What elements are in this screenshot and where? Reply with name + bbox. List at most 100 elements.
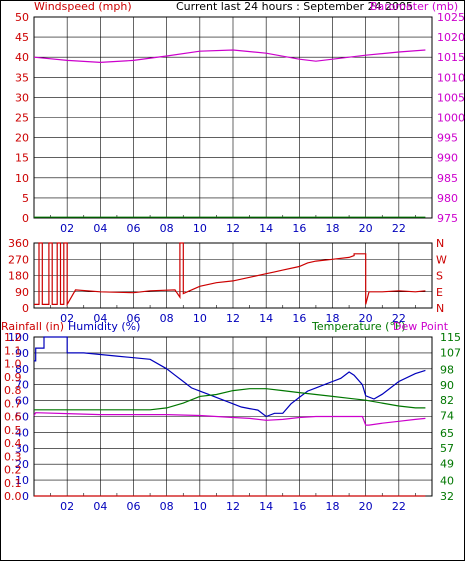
y-left-tick-label: 180 bbox=[8, 270, 29, 283]
x-tick-label: 06 bbox=[127, 222, 141, 235]
dewpoint-label: Dew Point bbox=[393, 320, 449, 333]
x-tick-label: 18 bbox=[326, 500, 340, 513]
x-tick-label: 12 bbox=[226, 222, 240, 235]
y-temperature-tick-label: 57 bbox=[440, 442, 454, 455]
series-line-temperature-f- bbox=[34, 388, 426, 411]
x-tick-label: 04 bbox=[93, 500, 107, 513]
y-left-tick-label: 15 bbox=[15, 152, 29, 165]
x-tick-label: 20 bbox=[359, 500, 373, 513]
y-right-tick-label: 995 bbox=[437, 132, 458, 145]
x-tick-label: 10 bbox=[193, 222, 207, 235]
barometer-label: Barometer (mb) bbox=[370, 0, 458, 13]
y-temperature-tick-label: 32 bbox=[440, 490, 454, 503]
y-temperature-tick-label: 49 bbox=[440, 457, 454, 470]
y-right-tick-label: 1005 bbox=[437, 91, 465, 104]
y-humidity-tick-label: 70 bbox=[15, 379, 29, 392]
y-temperature-tick-label: 98 bbox=[440, 364, 454, 377]
compass-label: N bbox=[436, 302, 444, 315]
y-temperature-tick-label: 90 bbox=[440, 379, 454, 392]
y-rainfall-tick-label: 0.5 bbox=[4, 424, 22, 437]
y-left-tick-label: 10 bbox=[15, 172, 29, 185]
y-left-tick-label: 20 bbox=[15, 132, 29, 145]
y-temperature-tick-label: 115 bbox=[440, 331, 461, 344]
y-humidity-tick-label: 40 bbox=[15, 426, 29, 439]
windspeed-label: Windspeed (mph) bbox=[34, 0, 132, 13]
x-tick-label: 02 bbox=[60, 312, 74, 325]
y-rainfall-tick-label: 0.0 bbox=[4, 490, 22, 503]
y-right-tick-label: 980 bbox=[437, 192, 458, 205]
y-left-tick-label: 270 bbox=[8, 253, 29, 266]
humidity-label: Humidity (%) bbox=[68, 320, 140, 333]
y-rainfall-tick-label: 0.4 bbox=[4, 437, 22, 450]
y-rainfall-tick-label: 0.7 bbox=[4, 397, 22, 410]
x-tick-label: 22 bbox=[392, 312, 406, 325]
y-left-tick-label: 90 bbox=[15, 286, 29, 299]
temperature-label: Temperature (°F) bbox=[311, 320, 406, 333]
y-right-tick-label: 1025 bbox=[437, 11, 465, 24]
x-tick-label: 02 bbox=[60, 500, 74, 513]
y-right-tick-label: 975 bbox=[437, 212, 458, 225]
y-humidity-tick-label: 90 bbox=[15, 347, 29, 360]
series-line-humidity- bbox=[34, 336, 426, 418]
x-tick-label: 18 bbox=[326, 312, 340, 325]
x-tick-label: 20 bbox=[359, 312, 373, 325]
y-right-tick-label: 1010 bbox=[437, 71, 465, 84]
compass-label: W bbox=[436, 253, 447, 266]
y-temperature-tick-label: 82 bbox=[440, 394, 454, 407]
x-tick-label: 16 bbox=[292, 312, 306, 325]
x-tick-label: 20 bbox=[359, 222, 373, 235]
y-humidity-tick-label: 100 bbox=[8, 331, 29, 344]
x-tick-label: 10 bbox=[193, 312, 207, 325]
x-tick-label: 12 bbox=[226, 500, 240, 513]
y-left-tick-label: 40 bbox=[15, 51, 29, 64]
compass-label: E bbox=[436, 286, 443, 299]
y-right-tick-label: 1000 bbox=[437, 112, 465, 125]
y-humidity-tick-label: 60 bbox=[15, 395, 29, 408]
wind-direction-line bbox=[34, 242, 426, 307]
x-tick-label: 16 bbox=[292, 500, 306, 513]
y-left-tick-label: 45 bbox=[15, 31, 29, 44]
wind-barometer-chart: 02 04 06 08 10 12 14 16 18 20 22051015202530354045… bbox=[15, 11, 465, 235]
x-tick-label: 08 bbox=[160, 500, 174, 513]
compass-label: S bbox=[436, 270, 443, 283]
x-tick-label: 14 bbox=[259, 500, 273, 513]
y-temperature-tick-label: 74 bbox=[440, 410, 454, 423]
x-tick-label: 16 bbox=[292, 222, 306, 235]
y-left-tick-label: 360 bbox=[8, 237, 29, 250]
x-tick-label: 22 bbox=[392, 500, 406, 513]
x-tick-label: 06 bbox=[127, 312, 141, 325]
y-humidity-tick-label: 10 bbox=[15, 474, 29, 487]
y-rainfall-tick-label: 0.8 bbox=[4, 384, 22, 397]
y-humidity-tick-label: 50 bbox=[15, 411, 29, 424]
y-right-tick-label: 985 bbox=[437, 172, 458, 185]
y-right-tick-label: 990 bbox=[437, 152, 458, 165]
y-left-tick-label: 0 bbox=[22, 212, 29, 225]
y-humidity-tick-label: 0 bbox=[22, 490, 29, 503]
y-rainfall-tick-label: 0.1 bbox=[4, 477, 22, 490]
x-tick-label: 10 bbox=[193, 500, 207, 513]
y-temperature-tick-label: 107 bbox=[440, 346, 461, 359]
y-humidity-tick-label: 20 bbox=[15, 458, 29, 471]
y-rainfall-tick-label: 1.0 bbox=[4, 358, 22, 371]
humidity-temperature-chart: 02 04 06 08 10 12 14 16 18 20 22 0 10 20 30 40 50 60 70 80 9… bbox=[4, 331, 461, 513]
x-tick-label: 18 bbox=[326, 222, 340, 235]
y-right-tick-label: 1015 bbox=[437, 51, 465, 64]
x-tick-label: 02 bbox=[60, 222, 74, 235]
y-left-tick-label: 50 bbox=[15, 11, 29, 24]
y-rainfall-tick-label: 0.3 bbox=[4, 450, 22, 463]
y-rainfall-tick-label: 0.9 bbox=[4, 371, 22, 384]
y-temperature-tick-label: 40 bbox=[440, 475, 454, 488]
x-tick-label: 14 bbox=[259, 222, 273, 235]
y-left-tick-label: 30 bbox=[15, 91, 29, 104]
y-right-tick-label: 1020 bbox=[437, 31, 465, 44]
series-line-barometer-mb- bbox=[33, 49, 426, 64]
x-tick-label: 06 bbox=[127, 500, 141, 513]
y-rainfall-tick-label: 1.2 bbox=[4, 331, 22, 344]
series-line-dew-point bbox=[33, 412, 426, 426]
y-humidity-tick-label: 80 bbox=[15, 363, 29, 376]
x-tick-label: 04 bbox=[93, 222, 107, 235]
x-tick-label: 22 bbox=[392, 222, 406, 235]
y-left-tick-label: 35 bbox=[15, 71, 29, 84]
